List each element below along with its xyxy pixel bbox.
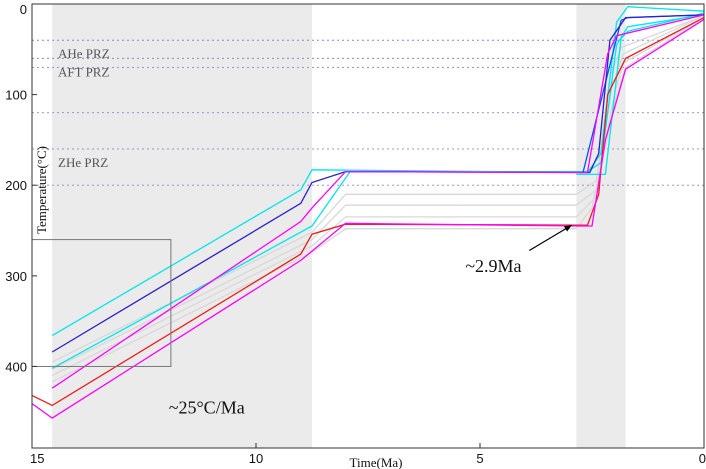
- y-axis-title: Temperature(°C): [34, 146, 49, 234]
- x-tick-label-0: 15: [30, 451, 44, 466]
- shaded-interval-0: [52, 4, 312, 448]
- y-tick-label-0: 0: [20, 2, 27, 17]
- annotation-arrow-head: [563, 225, 572, 232]
- series-line-10: [31, 17, 705, 407]
- series-line-6: [576, 12, 705, 176]
- annotation-label-1: ~2.9Ma: [465, 256, 521, 276]
- series-line-11: [31, 18, 705, 419]
- x-tick-label-3: 0: [699, 451, 706, 466]
- prz-label-2: ZHe PRZ: [58, 155, 108, 170]
- y-tick-label-3: 300: [5, 269, 27, 284]
- prz-label-1: AFT PRZ: [58, 64, 109, 79]
- x-axis-title: Time(Ma): [350, 455, 403, 469]
- series-lines: [31, 6, 705, 419]
- axes: [31, 3, 705, 449]
- annotation-label-0: ~25°C/Ma: [169, 398, 245, 418]
- ticks: 15 10 5 0 0 100 200 300 400: [5, 2, 706, 466]
- y-tick-label-1: 100: [5, 88, 27, 103]
- plot-frame: [31, 3, 705, 449]
- series-line-0: [51, 17, 705, 377]
- series-line-9: [51, 14, 705, 389]
- retention-zone-lines: AHe PRZ AFT PRZ ZHe PRZ: [32, 39, 704, 186]
- y-tick-label-4: 400: [5, 359, 27, 374]
- annotations: ~25°C/Ma ~2.9Ma: [31, 224, 573, 418]
- x-tick-label-1: 10: [249, 451, 263, 466]
- series-line-5: [51, 14, 705, 369]
- prz-label-0: AHe PRZ: [58, 46, 110, 61]
- annotation-arrow-line: [528, 224, 573, 251]
- y-tick-label-2: 200: [5, 178, 27, 193]
- x-tick-label-2: 5: [476, 451, 483, 466]
- series-line-2: [51, 15, 705, 370]
- shaded-intervals: [52, 4, 626, 448]
